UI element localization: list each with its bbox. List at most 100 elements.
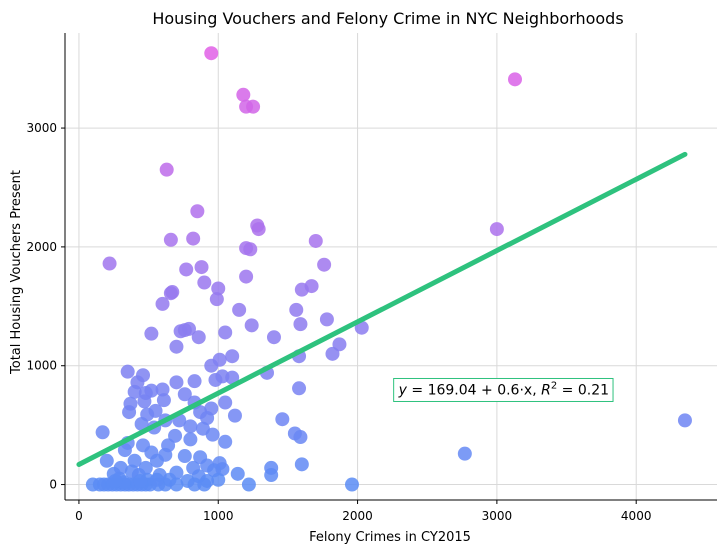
equation-rhs: = 0.21	[557, 382, 609, 398]
data-point	[179, 262, 194, 277]
equation-r: R	[541, 382, 551, 398]
data-point	[169, 375, 184, 390]
data-point	[230, 466, 245, 481]
axes: 0 1000 2000 3000 4000 0 1000 2000 3000	[26, 33, 717, 523]
data-point	[194, 260, 209, 275]
equation-box: y = 169.04 + 0.6·x, R2 = 0.21	[393, 377, 614, 402]
data-point	[325, 346, 340, 361]
data-point	[169, 339, 184, 354]
y-axis-label: Total Housing Vouchers Present	[9, 170, 24, 375]
data-point	[293, 317, 308, 332]
equation-y: y	[398, 382, 408, 398]
trendline-group	[76, 151, 688, 467]
data-point	[183, 419, 198, 434]
grid-lines	[65, 33, 717, 500]
data-point	[95, 425, 110, 440]
data-points	[85, 46, 692, 492]
data-point	[186, 231, 201, 246]
data-point	[218, 434, 233, 449]
data-point	[190, 204, 205, 219]
data-point	[308, 233, 323, 248]
data-point	[183, 432, 198, 447]
data-point	[205, 427, 220, 442]
data-point	[275, 412, 290, 427]
data-point	[169, 477, 184, 492]
data-point	[200, 411, 215, 426]
data-point	[232, 302, 247, 317]
data-point	[197, 477, 212, 492]
data-point	[122, 405, 137, 420]
data-point	[117, 443, 132, 458]
y-tick-label: 3000	[26, 121, 57, 135]
data-point	[211, 281, 226, 296]
data-point	[218, 395, 233, 410]
chart-title: Housing Vouchers and Felony Crime in NYC…	[152, 9, 623, 28]
data-point	[159, 162, 174, 177]
data-point	[156, 393, 171, 408]
data-point	[677, 413, 692, 428]
data-point	[163, 232, 178, 247]
data-point	[120, 364, 135, 379]
data-point	[102, 256, 117, 271]
data-point	[177, 323, 192, 338]
data-point	[149, 453, 164, 468]
x-tick-label: 3000	[482, 509, 513, 523]
data-point	[211, 472, 226, 487]
data-point	[507, 72, 522, 87]
y-tick-label: 0	[49, 478, 57, 492]
equation-label: y = 169.04 + 0.6·x, R2 = 0.21	[398, 380, 609, 398]
equation-middle: = 169.04 + 0.6·x,	[407, 382, 541, 398]
x-tick-label: 4000	[621, 509, 652, 523]
data-point	[177, 449, 192, 464]
x-tick-label: 2000	[342, 509, 373, 523]
data-point	[239, 269, 254, 284]
data-point	[187, 477, 202, 492]
data-point	[204, 46, 219, 61]
data-point	[457, 446, 472, 461]
data-point	[294, 457, 309, 472]
y-tick-label: 1000	[26, 359, 57, 373]
equation-frame	[393, 377, 614, 402]
data-point	[289, 302, 304, 317]
x-axis-label: Felony Crimes in CY2015	[309, 530, 471, 545]
data-point	[177, 387, 192, 402]
x-tick-label: 1000	[203, 509, 234, 523]
data-point	[266, 330, 281, 345]
trendline	[76, 151, 688, 467]
data-point	[137, 394, 152, 409]
data-point	[165, 285, 180, 300]
data-point	[133, 473, 148, 488]
data-point	[191, 330, 206, 345]
data-point	[251, 222, 266, 237]
x-tick-label: 0	[75, 509, 83, 523]
data-point	[215, 369, 230, 384]
data-point	[108, 473, 123, 488]
data-point	[197, 275, 212, 290]
data-point	[319, 312, 334, 327]
data-point	[227, 408, 242, 423]
data-point	[317, 257, 332, 272]
data-point	[155, 296, 170, 311]
data-point	[236, 87, 251, 102]
data-point	[187, 374, 202, 389]
data-point	[292, 381, 307, 396]
data-point	[134, 416, 149, 431]
data-point	[243, 242, 258, 257]
data-point	[264, 468, 279, 483]
data-point	[244, 318, 259, 333]
data-point	[144, 326, 159, 341]
data-point	[293, 430, 308, 445]
data-point	[149, 472, 164, 487]
data-point	[127, 453, 142, 468]
data-point	[99, 453, 114, 468]
data-point	[127, 384, 142, 399]
data-point	[209, 292, 224, 307]
data-point	[344, 477, 359, 492]
data-point	[204, 358, 219, 373]
data-point	[294, 282, 309, 297]
data-point	[489, 222, 504, 237]
equation-superscript: 2	[551, 380, 557, 391]
data-point	[241, 477, 256, 492]
y-tick-label: 2000	[26, 240, 57, 254]
